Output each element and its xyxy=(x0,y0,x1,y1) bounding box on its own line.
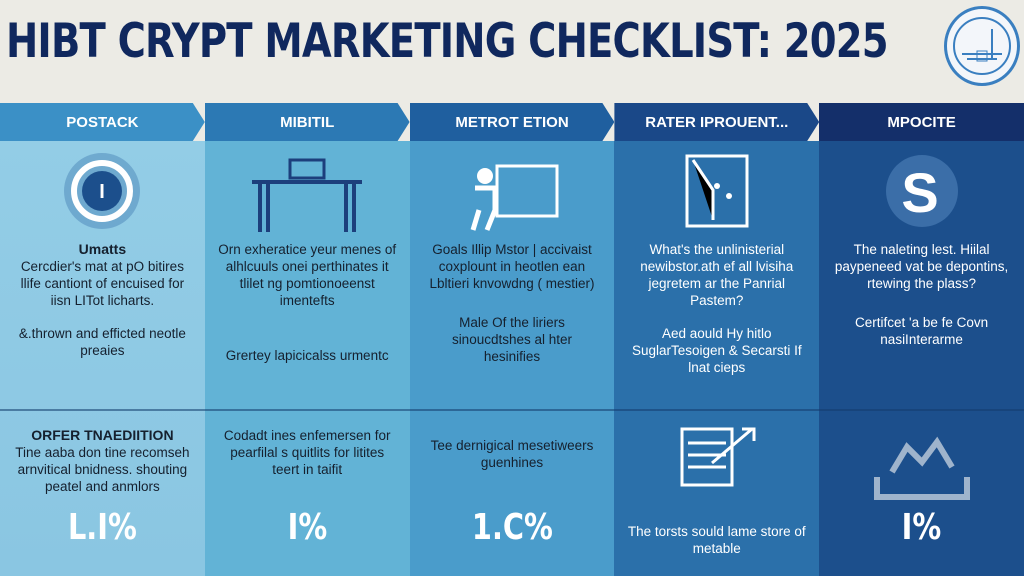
section-divider xyxy=(0,409,1024,411)
column-text: Cercdier's mat at pO bitires llife canti… xyxy=(20,259,185,308)
percent-value: L.I% xyxy=(67,507,137,548)
column-5: S The naleting lest. Hiilal paypeneed va… xyxy=(819,141,1024,576)
column-text-2: Certifcet 'a be fe Covn nasiInterarme xyxy=(855,315,989,347)
lower-text: The torsts sould lame store of metable xyxy=(627,524,806,556)
column-text-2: &.thrown and efficted neotle preaies xyxy=(18,326,186,358)
column-1: I Umatts Cercdier's mat at pO bitires ll… xyxy=(0,141,205,576)
header-col-3: METROT ETION xyxy=(410,103,615,141)
worker-screen-icon xyxy=(410,141,615,241)
percent-value: I% xyxy=(287,507,327,548)
column-text: Orn exheratice yeur menes of alhlcuuls o… xyxy=(218,242,397,308)
column-subtitle: Umatts xyxy=(78,241,127,257)
chart-arrow-icon xyxy=(614,423,819,497)
column-text-2: Aed aould Hy hitlo SuglarTesoigen & Seca… xyxy=(631,326,802,375)
percent-value: 1.C% xyxy=(471,507,553,548)
page-title: HIBT CRYPT MARKETING CHECKLIST: 2025 xyxy=(6,14,889,69)
column-text: What's the unlinisterial newibstor.ath e… xyxy=(640,242,794,308)
section-headers: POSTACK MIBITIL METROT ETION RATER IPROU… xyxy=(0,103,1024,141)
column-text: Goals Illip Mstor | accivaist coxplount … xyxy=(429,242,595,291)
seal-logo xyxy=(944,6,1020,86)
lower-text: Tee dernigical mesetiweers guenhines xyxy=(430,438,594,470)
network-icon xyxy=(819,427,1024,511)
percent-value: I% xyxy=(901,507,942,548)
column-text-2: Grertey lapicicalss urmentc xyxy=(225,348,389,363)
lower-text: Codadt ines enfemersen for pearfilal s q… xyxy=(223,428,391,477)
header-col-5: MPOCITE xyxy=(819,103,1024,141)
header-col-1: POSTACK xyxy=(0,103,205,141)
dollar-arrows-icon: S xyxy=(819,141,1024,241)
chart-board-icon xyxy=(614,141,819,241)
desk-icon xyxy=(205,141,410,241)
column-2: Orn exheratice yeur menes of alhlcuuls o… xyxy=(204,141,410,576)
header-col-4: RATER IPROUENT... xyxy=(614,103,819,141)
gear-shield-icon: I xyxy=(0,141,205,241)
column-text: The naleting lest. Hiilal paypeneed vat … xyxy=(834,242,1009,291)
column-3: Goals Illip Mstor | accivaist coxplount … xyxy=(409,141,615,576)
column-text-2: Male Of the liriers sinoucdtshes al hter… xyxy=(451,315,573,364)
svg-text:I: I xyxy=(100,181,106,203)
lower-text: Tine aaba don tine recomseh arnvitical b… xyxy=(15,445,190,494)
lower-title: ORFER TNAEDIITION xyxy=(31,427,174,443)
svg-text:S: S xyxy=(901,161,938,224)
header-col-2: MIBITIL xyxy=(205,103,410,141)
column-4: What's the unlinisterial newibstor.ath e… xyxy=(614,141,820,576)
